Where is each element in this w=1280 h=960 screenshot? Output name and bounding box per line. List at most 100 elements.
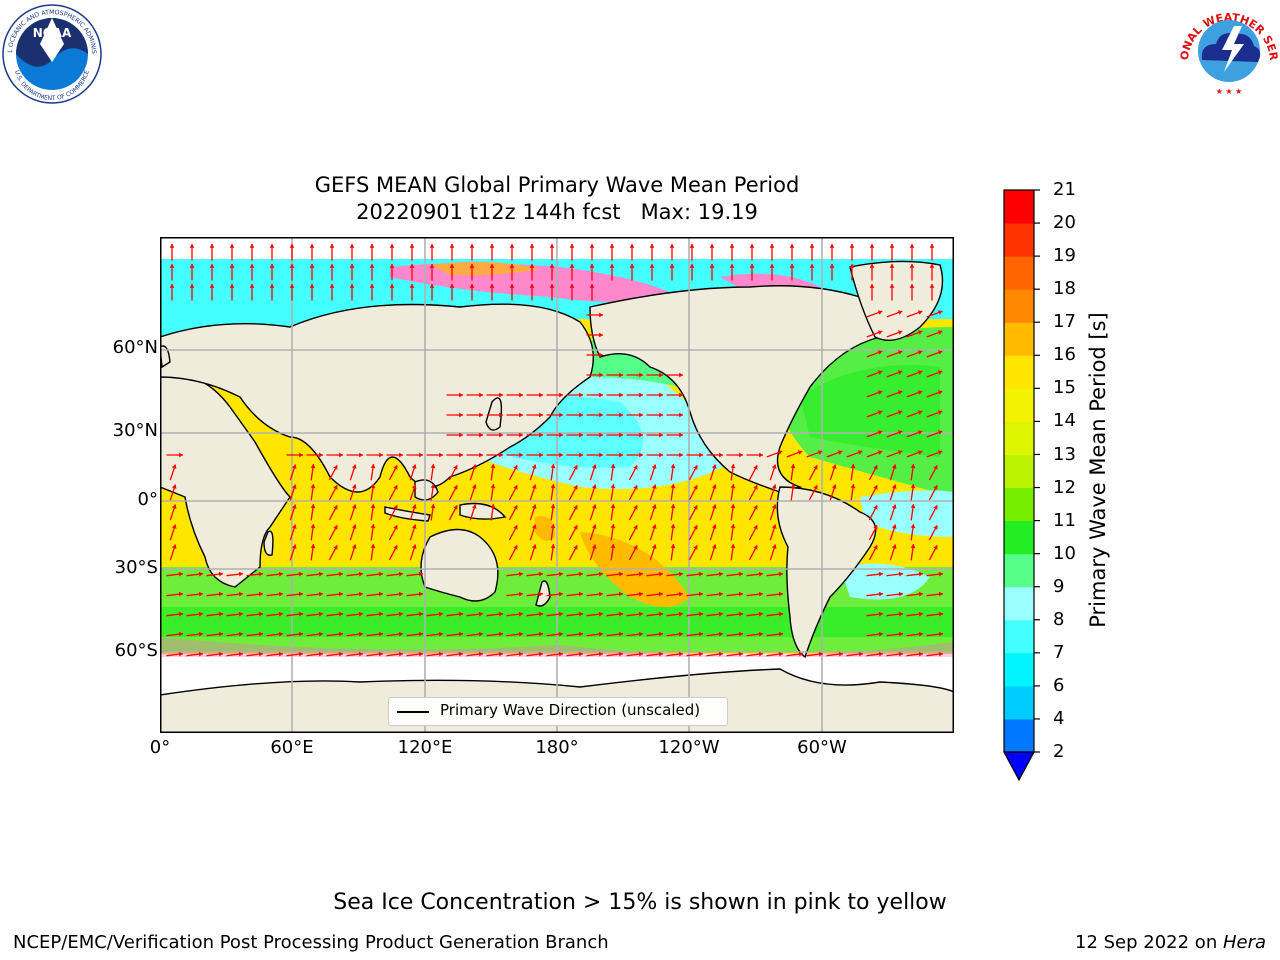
wave-arrow-head xyxy=(769,244,775,248)
wave-arrow-head xyxy=(591,504,597,509)
wave-arrow-head xyxy=(539,412,543,418)
wave-arrow-head xyxy=(917,410,923,415)
wave-arrow-head xyxy=(933,485,938,490)
wave-arrow-head xyxy=(171,484,177,489)
wave-arrow-head xyxy=(938,571,943,577)
wave-arrow-head xyxy=(609,264,615,268)
wave-arrow-head xyxy=(589,264,595,268)
lon-tick-180: 180° xyxy=(535,737,579,758)
wave-arrow-head xyxy=(278,591,283,597)
wave-arrow-head xyxy=(929,244,935,248)
lon-tick-0: 0° xyxy=(149,737,171,758)
wave-arrow-head xyxy=(338,611,343,617)
wave-arrow-head xyxy=(178,611,183,617)
wave-arrow-head xyxy=(599,352,603,358)
wave-arrow-head xyxy=(298,591,303,597)
wave-arrow-head xyxy=(318,651,323,657)
wave-arrow-head xyxy=(318,571,323,577)
wave-arrow-head xyxy=(711,484,717,489)
wave-arrow-head xyxy=(538,571,543,577)
wave-arrow-head xyxy=(471,464,477,469)
wave-arrow-head xyxy=(229,284,235,288)
wave-arrow-head xyxy=(579,392,583,398)
colorbar-tick-label: 12 xyxy=(1053,476,1076,498)
wave-arrow-head xyxy=(651,484,657,489)
colorbar-tick-label: 9 xyxy=(1053,575,1065,597)
wave-arrow-head xyxy=(418,571,423,577)
wave-arrow-head xyxy=(878,591,883,597)
wave-arrow-head xyxy=(659,412,663,418)
wave-arrow-head xyxy=(531,544,537,549)
wave-arrow-head xyxy=(897,370,903,375)
wave-arrow-head xyxy=(419,452,423,458)
wave-arrow-head xyxy=(649,264,655,268)
wave-arrow-head xyxy=(753,465,758,470)
wave-arrow-head xyxy=(809,244,815,248)
wave-arrow-head xyxy=(689,264,695,268)
wave-arrow-head xyxy=(351,484,357,489)
wave-arrow-head xyxy=(198,571,203,577)
wave-arrow-head xyxy=(329,284,335,288)
wave-arrow-head xyxy=(479,432,483,438)
wave-arrow-head xyxy=(209,244,215,248)
wave-arrow-head xyxy=(369,284,375,288)
wave-arrow-head xyxy=(938,591,943,597)
wave-arrow-head xyxy=(310,504,316,509)
wave-arrow-head xyxy=(429,264,435,268)
wave-arrow-head xyxy=(813,485,818,490)
wave-arrow-head xyxy=(693,505,698,510)
wave-arrow-head xyxy=(598,631,603,637)
wave-arrow-head xyxy=(869,264,875,268)
wave-arrow-head xyxy=(409,264,415,268)
wave-arrow-head xyxy=(917,430,923,435)
wave-arrow-head xyxy=(309,284,315,288)
wave-arrow-head xyxy=(393,525,398,530)
wave-arrow-head xyxy=(209,284,215,288)
wave-arrow-head xyxy=(633,525,638,530)
wave-arrow-head xyxy=(730,524,736,529)
wave-arrow-head xyxy=(777,450,783,455)
wave-arrow-head xyxy=(933,545,938,550)
wave-arrow-head xyxy=(438,631,443,637)
wave-arrow-head xyxy=(569,264,575,268)
wave-arrow-head xyxy=(489,244,495,248)
wave-arrow-head xyxy=(933,465,938,470)
wave-arrow-head xyxy=(171,464,177,469)
wave-arrow-head xyxy=(898,651,903,657)
wave-arrow-head xyxy=(549,244,555,248)
wave-arrow-head xyxy=(479,452,483,458)
wave-arrow-head xyxy=(349,244,355,248)
colorbar-tick-label: 16 xyxy=(1053,344,1076,366)
wave-arrow-head xyxy=(638,591,643,597)
wave-arrow-head xyxy=(398,591,403,597)
wave-arrow-head xyxy=(877,410,883,415)
wave-arrow-head xyxy=(651,504,657,509)
wave-arrow-head xyxy=(333,545,338,550)
wave-arrow-head xyxy=(299,452,303,458)
wave-arrow-head xyxy=(699,452,703,458)
wave-arrow-head xyxy=(897,330,903,335)
wave-arrow-head xyxy=(358,591,363,597)
wave-arrow-head xyxy=(459,412,463,418)
wave-arrow-head xyxy=(289,284,295,288)
wave-arrow-head xyxy=(550,504,556,509)
wave-arrow-head xyxy=(758,631,763,637)
wave-arrow-head xyxy=(670,484,676,489)
wave-arrow-head xyxy=(873,465,878,470)
wave-arrow-head xyxy=(778,611,783,617)
wave-arrow-head xyxy=(933,505,938,510)
wave-arrow-head xyxy=(471,484,477,489)
wave-arrow-head xyxy=(918,571,923,577)
colorbar-segment xyxy=(1004,619,1034,654)
wave-arrow-head xyxy=(518,611,523,617)
wave-arrow-head xyxy=(490,504,496,509)
wave-arrow-head xyxy=(378,591,383,597)
wave-arrow-head xyxy=(559,392,563,398)
wave-arrow-head xyxy=(370,544,376,549)
colorbar-tick-label: 20 xyxy=(1053,212,1076,234)
wave-arrow-head xyxy=(490,464,496,469)
wave-arrow-head xyxy=(549,264,555,268)
wave-arrow-head xyxy=(730,544,736,549)
wave-arrow-head xyxy=(178,651,183,657)
wave-arrow-head xyxy=(458,651,463,657)
